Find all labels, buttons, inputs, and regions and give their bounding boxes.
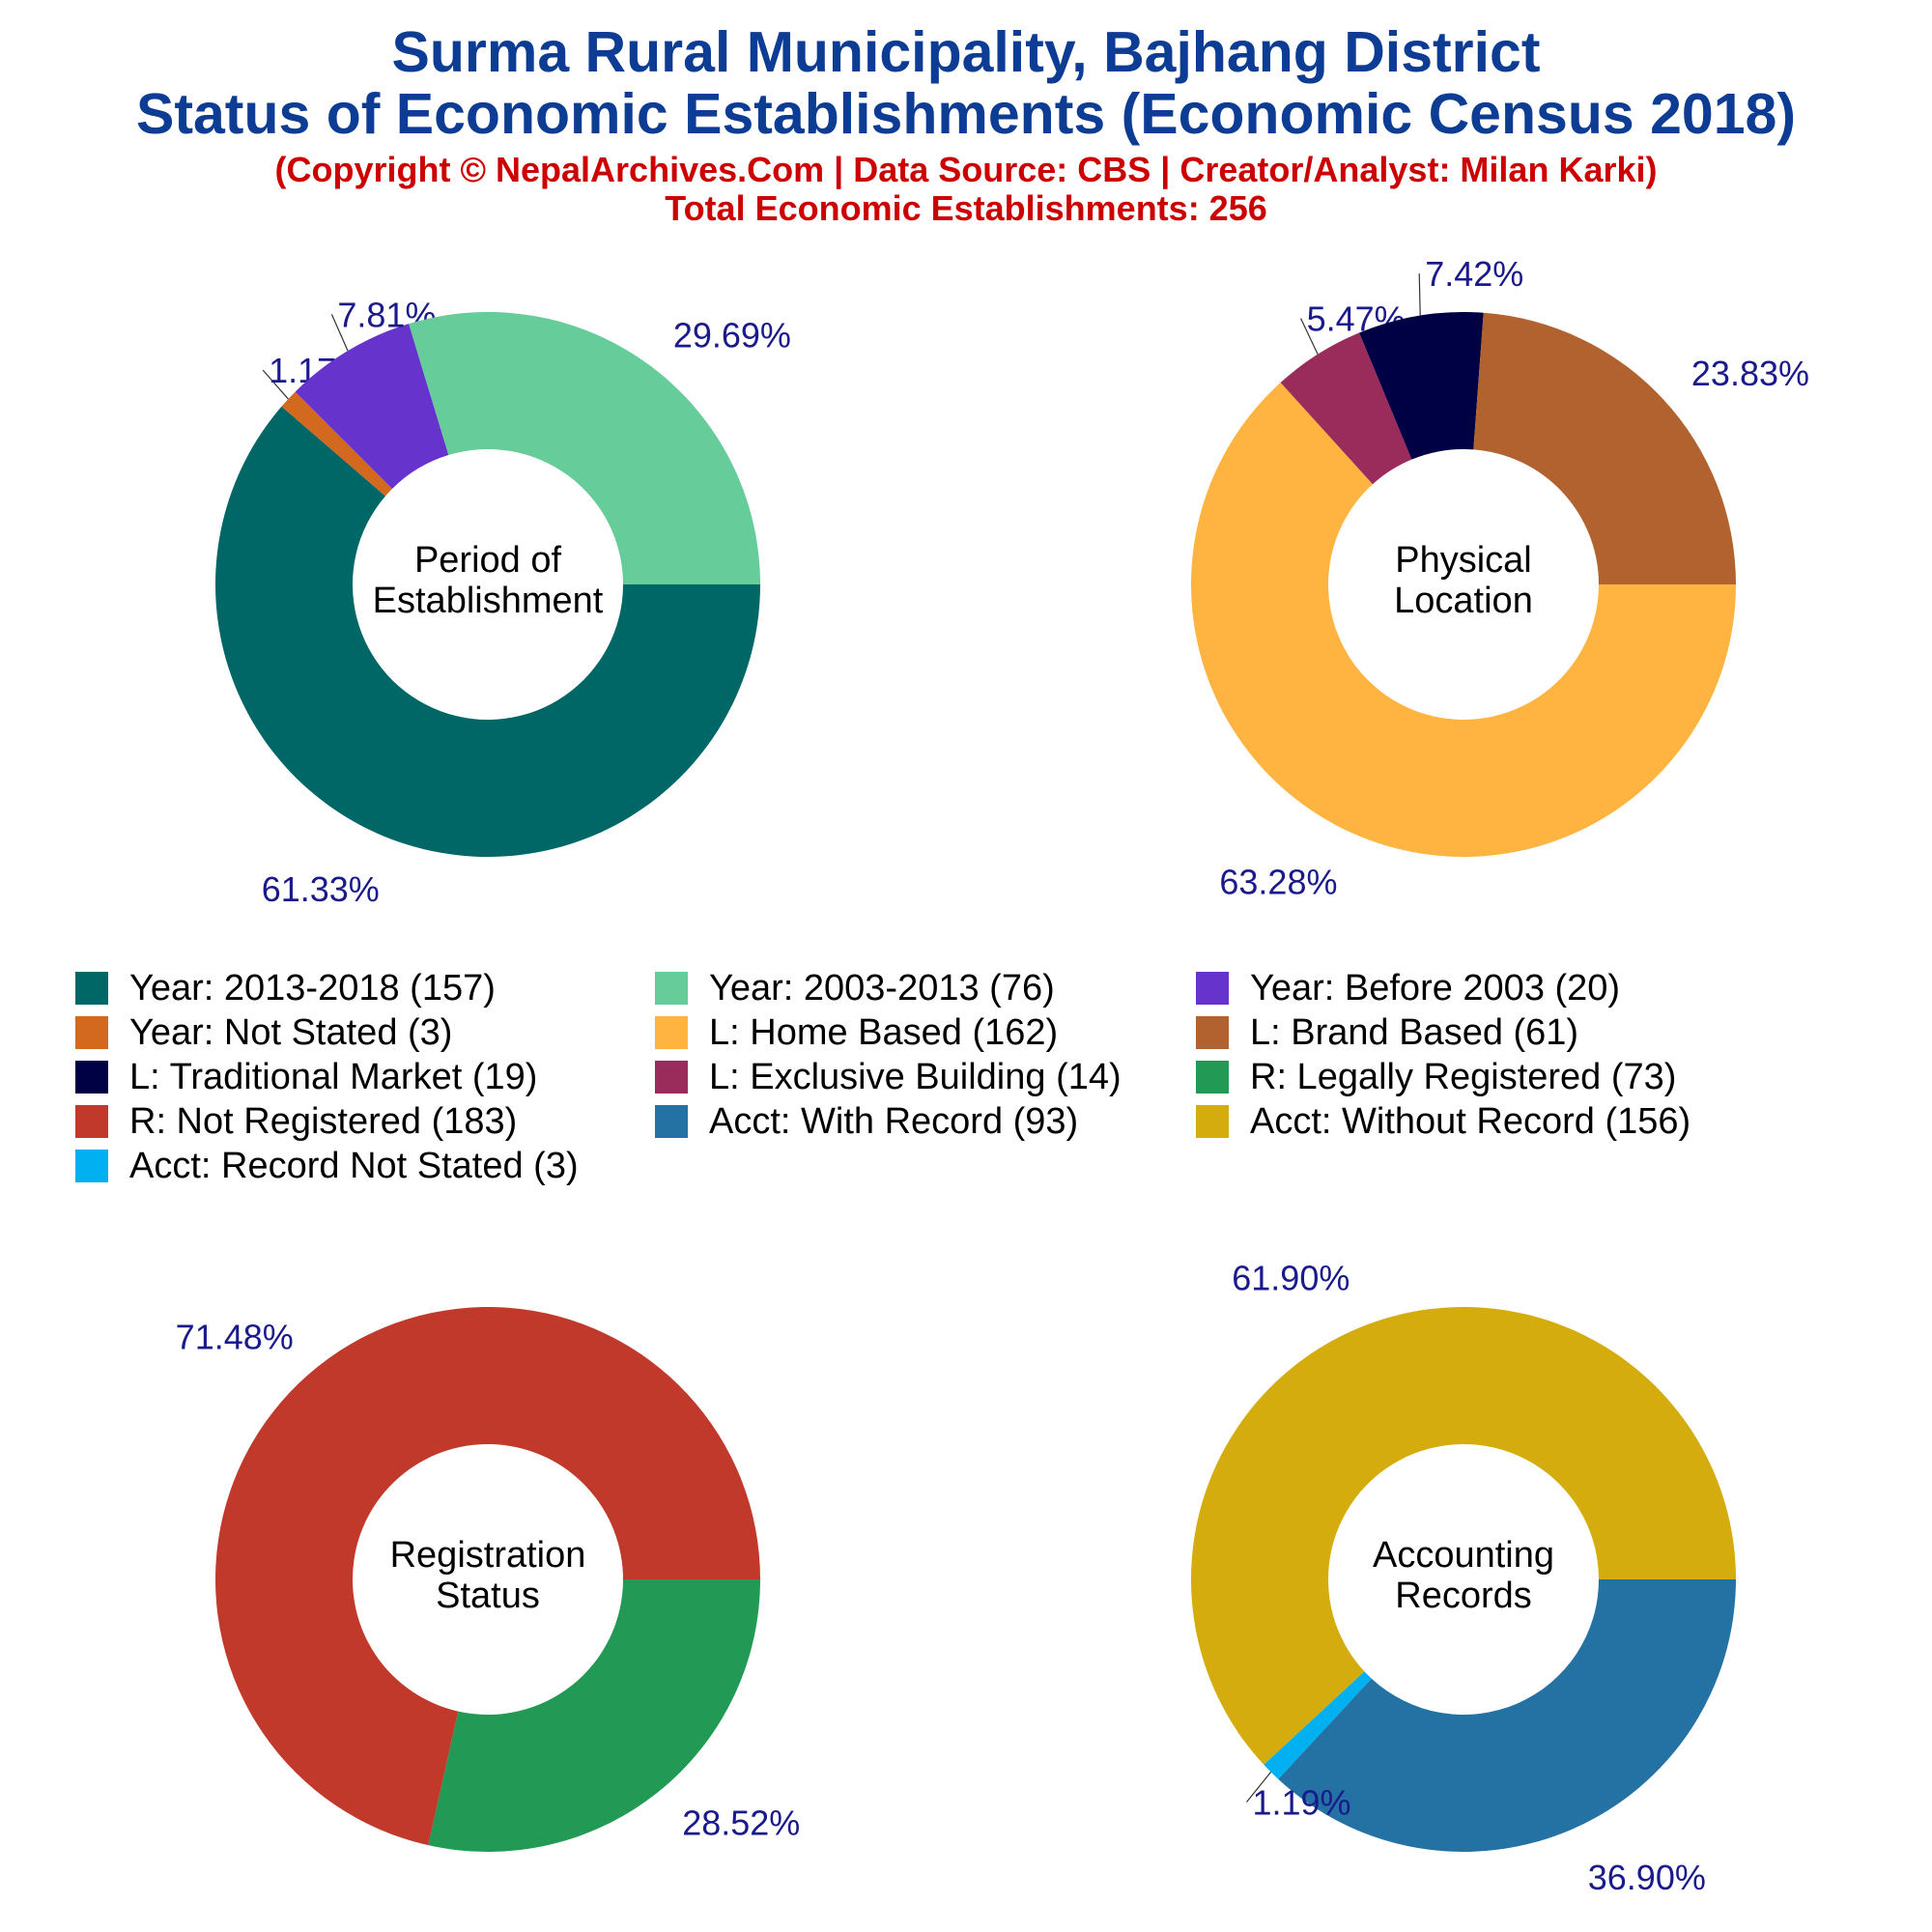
legend-swatch: [655, 1105, 688, 1138]
chart-title-line1: Surma Rural Municipality, Bajhang Distri…: [391, 20, 1541, 84]
donut-chart-1: 61.33%1.17%7.81%29.69%Period ofEstablish…: [215, 295, 791, 909]
legend-item: L: Traditional Market (19): [75, 1055, 537, 1099]
legend-item: R: Not Registered (183): [75, 1099, 517, 1144]
legend-item: Acct: With Record (93): [655, 1099, 1078, 1144]
donut-center-label: Accounting: [1373, 1535, 1554, 1576]
donut-center-label: Establishment: [373, 581, 604, 621]
legend-label: R: Legally Registered (73): [1250, 1056, 1677, 1097]
legend-swatch: [75, 1061, 108, 1094]
slice-percent-label: 1.19%: [1252, 1783, 1350, 1823]
legend-label: Year: 2013-2018 (157): [129, 967, 496, 1009]
legend-label: Acct: Record Not Stated (3): [129, 1145, 579, 1186]
label-leader-line: [262, 369, 289, 400]
legend-swatch: [75, 972, 108, 1005]
donut-center-label: Physical: [1395, 540, 1532, 581]
legend-item: L: Home Based (162): [655, 1010, 1058, 1055]
slice-percent-label: 7.42%: [1425, 254, 1523, 294]
donut-slice: [295, 324, 449, 490]
legend-label: R: Not Registered (183): [129, 1100, 518, 1142]
legend-item: Acct: Without Record (156): [1196, 1099, 1690, 1144]
donut-slice: [1280, 332, 1412, 485]
legend-swatch: [655, 1016, 688, 1049]
legend-item: Year: Not Stated (3): [75, 1010, 452, 1055]
donut-center-label: Location: [1394, 581, 1533, 621]
legend-swatch: [75, 1150, 108, 1182]
legend-label: L: Traditional Market (19): [129, 1056, 538, 1097]
donut-center-label: Period of: [414, 540, 562, 581]
legend-label: Acct: With Record (93): [709, 1100, 1079, 1142]
chart-subtitle-total: Total Economic Establishments: 256: [665, 188, 1267, 228]
legend-label: Year: 2003-2013 (76): [709, 967, 1055, 1009]
slice-percent-label: 71.48%: [176, 1318, 294, 1357]
donut-slice: [281, 391, 393, 497]
label-leader-line: [330, 314, 349, 352]
donut-slice: [214, 1306, 761, 1846]
donut-slice: [1359, 312, 1484, 460]
donut-slice: [1191, 1307, 1736, 1765]
chart-header: Surma Rural Municipality, Bajhang Distri…: [0, 21, 1932, 228]
slice-percent-label: 29.69%: [673, 315, 791, 355]
legend-item: L: Exclusive Building (14): [655, 1055, 1122, 1099]
legend-label: Year: Before 2003 (20): [1250, 967, 1621, 1009]
legend-item: Year: 2003-2013 (76): [655, 966, 1055, 1010]
legend-item: L: Brand Based (61): [1196, 1010, 1578, 1055]
legend-swatch: [655, 972, 688, 1005]
legend-swatch: [1196, 1016, 1229, 1049]
slice-percent-label: 23.83%: [1691, 354, 1809, 393]
donut-center-label: Status: [436, 1576, 540, 1616]
legend-swatch: [655, 1061, 688, 1094]
donut-slice: [215, 406, 760, 857]
donut-slice: [1264, 1671, 1372, 1779]
slice-percent-label: 61.90%: [1232, 1258, 1350, 1297]
legend-item: Acct: Record Not Stated (3): [75, 1144, 579, 1188]
legend-item: Year: 2013-2018 (157): [75, 966, 496, 1010]
chart-subtitle-copyright: (Copyright © NepalArchives.Com | Data So…: [274, 150, 1658, 189]
legend-label: L: Exclusive Building (14): [709, 1056, 1122, 1097]
legend-item: Year: Before 2003 (20): [1196, 966, 1620, 1010]
slice-percent-label: 61.33%: [262, 869, 380, 909]
donut-slice: [428, 1579, 760, 1852]
legend-label: L: Brand Based (61): [1250, 1011, 1579, 1053]
legend-swatch: [75, 1105, 108, 1138]
donut-slice: [409, 312, 760, 584]
slice-percent-label: 28.52%: [682, 1803, 800, 1842]
legend-item: R: Legally Registered (73): [1196, 1055, 1676, 1099]
slice-percent-label: 36.90%: [1588, 1858, 1706, 1897]
donut-center-label: Registration: [390, 1535, 586, 1576]
label-leader-line: [1300, 318, 1319, 355]
legend-label: L: Home Based (162): [709, 1011, 1059, 1053]
donut-center-label: Records: [1395, 1576, 1532, 1616]
legend-swatch: [75, 1016, 108, 1049]
donut-slice: [1191, 383, 1736, 857]
slice-percent-label: 63.28%: [1219, 862, 1337, 901]
legend-label: Year: Not Stated (3): [129, 1011, 453, 1053]
legend-swatch: [1196, 972, 1229, 1005]
legend-label: Acct: Without Record (156): [1250, 1100, 1691, 1142]
legend-swatch: [1196, 1105, 1229, 1138]
donut-slice: [1278, 1579, 1736, 1852]
label-leader-line: [1246, 1772, 1272, 1803]
donut-slice: [1473, 312, 1736, 584]
chart-title-line2: Status of Economic Establishments (Econo…: [135, 82, 1796, 146]
label-leader-line: [1418, 273, 1421, 316]
legend-swatch: [1196, 1061, 1229, 1094]
